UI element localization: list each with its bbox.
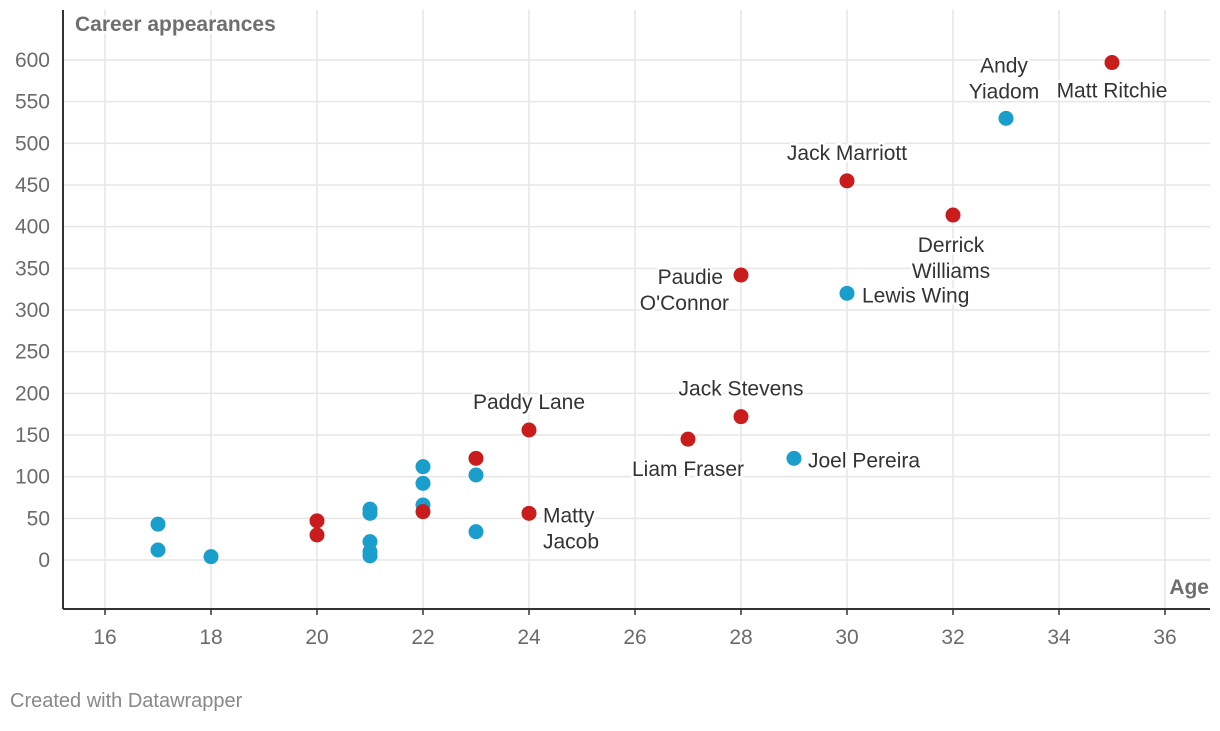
point-label-matt-ritchie: Matt Ritchie — [1057, 80, 1168, 103]
scatter-point — [150, 542, 166, 558]
y-tick-label: 600 — [15, 49, 50, 72]
y-tick-label: 250 — [15, 341, 50, 364]
y-tick-label: 300 — [15, 299, 50, 322]
y-tick-label: 450 — [15, 174, 50, 197]
point-layer — [150, 55, 1120, 565]
y-tick-label: 550 — [15, 91, 50, 114]
y-tick-label: 100 — [15, 466, 50, 489]
scatter-point — [415, 459, 431, 475]
scatter-point — [680, 431, 696, 447]
scatter-point — [203, 549, 219, 565]
axis-layer: 16 18 20 22 24 26 28 30 32 34 36 0 50 100 150 200 250 300… — [15, 10, 1212, 649]
scatter-point — [468, 450, 484, 466]
point-label-matty-jacob: Jacob — [543, 530, 599, 553]
x-tick-label: 18 — [199, 626, 222, 649]
x-tick-label: 24 — [517, 626, 541, 649]
point-label-matty-jacob: Matty — [543, 504, 595, 527]
y-tick-label: 350 — [15, 257, 50, 280]
scatter-point — [362, 505, 378, 521]
x-tick-label: 34 — [1047, 626, 1071, 649]
grid-layer — [63, 10, 1210, 609]
point-label-lewis-wing: Lewis Wing — [862, 284, 969, 307]
scatter-point — [839, 285, 855, 301]
scatter-point — [786, 450, 802, 466]
scatter-point — [150, 516, 166, 532]
scatter-point — [521, 422, 537, 438]
scatter-point — [839, 173, 855, 189]
point-label-jack-stevens: Jack Stevens — [679, 378, 804, 401]
point-label-derrick-williams: Derrick — [918, 234, 985, 257]
y-tick-label: 500 — [15, 132, 50, 155]
scatter-point — [309, 513, 325, 529]
scatter-point — [521, 505, 537, 521]
scatter-point — [468, 467, 484, 483]
scatter-point — [309, 527, 325, 543]
scatter-point — [998, 110, 1014, 126]
x-tick-label: 30 — [835, 626, 858, 649]
x-tick-label: 16 — [93, 626, 116, 649]
point-label-andy-yiadom: Yiadom — [969, 80, 1039, 103]
scatter-point — [733, 267, 749, 283]
x-tick-label: 22 — [411, 626, 434, 649]
scatter-point — [415, 475, 431, 491]
point-label-paddy-lane: Paddy Lane — [473, 391, 585, 414]
y-tick-label: 400 — [15, 216, 50, 239]
point-label-liam-fraser: Liam Fraser — [632, 458, 744, 481]
y-tick-label: 150 — [15, 424, 50, 447]
scatter-point — [733, 409, 749, 425]
x-axis-title: Age — [1169, 576, 1209, 599]
point-label-derrick-williams: Williams — [912, 260, 990, 283]
footer-credit: Created with Datawrapper — [10, 690, 243, 712]
scatter-point — [415, 504, 431, 520]
point-label-joel-pereira: Joel Pereira — [808, 449, 920, 472]
label-layer: Matt Ritchie Andy Yiadom Jack Marriott Derri… — [470, 52, 1169, 556]
x-tick-label: 20 — [305, 626, 328, 649]
x-tick-label: 36 — [1153, 626, 1176, 649]
point-label-paudie-o-connor: Paudie — [658, 266, 723, 289]
point-label-andy-yiadom: Andy — [980, 54, 1028, 77]
y-axis-title: Career appearances — [75, 13, 276, 36]
scatter-point — [468, 524, 484, 540]
y-tick-label: 0 — [38, 549, 50, 572]
point-label-paudie-o-connor: O'Connor — [640, 292, 729, 315]
scatter-point — [945, 207, 961, 223]
x-tick-label: 28 — [729, 626, 752, 649]
x-tick-label: 32 — [941, 626, 964, 649]
scatter-point — [362, 548, 378, 564]
y-tick-label: 50 — [27, 507, 50, 530]
scatter-point — [1104, 55, 1120, 71]
y-tick-label: 200 — [15, 382, 50, 405]
point-label-jack-marriott: Jack Marriott — [787, 142, 907, 165]
x-tick-label: 26 — [623, 626, 646, 649]
